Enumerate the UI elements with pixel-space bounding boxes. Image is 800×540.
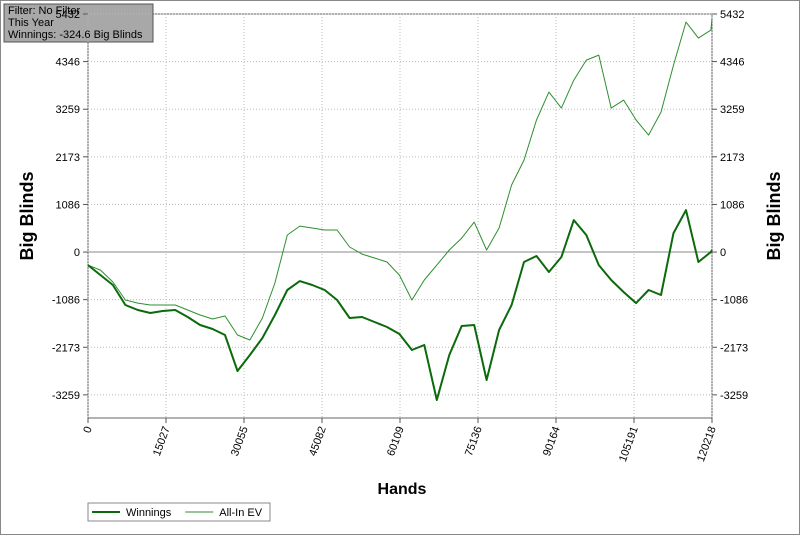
legend-box [87,502,271,522]
y-tick-label: -3259 [52,390,80,402]
legend-label: Winnings [126,507,172,519]
y2-tick-label: -1086 [720,295,748,307]
y2-tick-label: -2173 [720,342,748,354]
y-tick-label: -2173 [52,342,80,354]
info-line: Filter: No Filter [8,5,80,17]
info-box: Filter: No Filter This Year Winnings: -3… [3,3,154,43]
y-axis-title: Big Blinds [17,172,37,261]
y-tick-label: 5432 [56,9,80,21]
y-tick-label: 3259 [56,104,80,116]
y-tick-label: 0 [74,247,80,259]
x-tick-label: 0 [81,425,94,435]
y2-tick-label: 3259 [720,104,744,116]
y2-tick-label: 4346 [720,57,744,69]
x-axis-title: Hands [378,481,427,498]
y-tick-label: 1086 [56,199,80,211]
y-tick-label: -1086 [52,295,80,307]
y2-tick-label: 1086 [720,199,744,211]
y2-tick-label: -3259 [720,390,748,402]
y-tick-label: 4346 [56,57,80,69]
info-line: Winnings: -324.6 Big Blinds [8,29,143,41]
series-line [87,18,713,341]
legend-label: All-In EV [219,507,262,519]
series-line [87,209,713,401]
y2-tick-label: 0 [720,247,726,259]
y2-axis-title: Big Blinds [764,172,784,261]
info-line: This Year [8,17,54,29]
info-box-bg [3,3,154,43]
y2-tick-label: 2173 [720,152,744,164]
y2-tick-label: 5432 [720,9,744,21]
y-tick-label: 2173 [56,152,80,164]
